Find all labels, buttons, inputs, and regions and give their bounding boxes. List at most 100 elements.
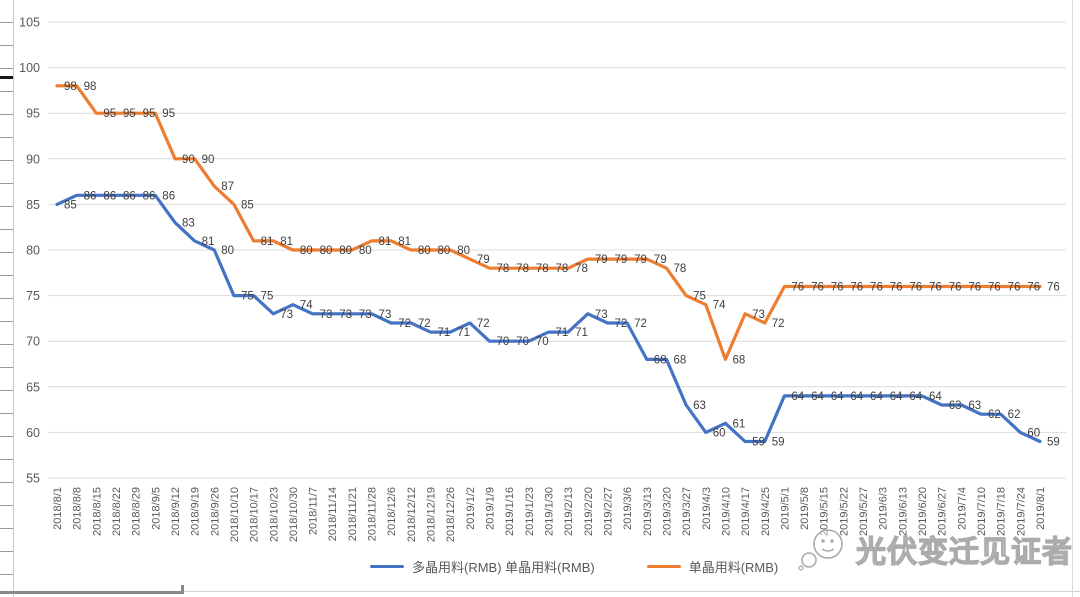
- data-label: 73: [379, 309, 392, 321]
- x-axis-tick-label: 2019/7/24: [1015, 487, 1027, 536]
- data-label: 75: [241, 291, 254, 303]
- data-label: 78: [516, 263, 529, 275]
- x-axis-tick-label: 2019/6/3: [878, 487, 890, 530]
- y-axis-tick-label: 65: [26, 380, 40, 394]
- legend-label-poly: 多晶用料(RMB) 单晶用料(RMB): [412, 560, 595, 575]
- x-axis-tick-label: 2019/8/1: [1035, 487, 1047, 530]
- y-axis-tick-label: 70: [26, 335, 40, 349]
- data-label: 73: [320, 309, 333, 321]
- data-label: 79: [614, 254, 627, 266]
- x-axis-tick-label: 2018/11/7: [308, 487, 320, 535]
- x-axis-tick-label: 2019/3/20: [661, 487, 673, 536]
- data-label: 81: [379, 236, 392, 248]
- data-label: 76: [1027, 281, 1040, 293]
- data-label: 78: [497, 263, 510, 275]
- data-label: 98: [64, 81, 77, 93]
- data-label: 64: [811, 391, 824, 403]
- y-axis-tick-label: 90: [26, 152, 40, 166]
- y-axis-tick-label: 60: [26, 426, 40, 440]
- x-axis-tick-label: 2018/8/1: [52, 487, 64, 530]
- x-axis-tick-label: 2019/5/15: [819, 487, 831, 536]
- data-label: 76: [811, 281, 824, 293]
- data-label: 86: [103, 190, 116, 202]
- data-label: 74: [300, 300, 313, 312]
- data-label: 64: [909, 391, 922, 403]
- x-axis-tick-label: 2019/5/8: [799, 487, 811, 530]
- x-axis-tick-label: 2019/1/30: [544, 487, 556, 536]
- x-axis-tick-label: 2018/10/17: [249, 487, 261, 542]
- x-axis-tick-label: 2019/5/22: [838, 487, 850, 536]
- data-label: 62: [988, 409, 1001, 421]
- x-axis-tick-label: 2018/8/22: [111, 487, 123, 536]
- selection-edge: [0, 591, 183, 594]
- data-label: 76: [1008, 281, 1021, 293]
- data-label: 76: [831, 281, 844, 293]
- x-axis-tick-label: 2019/1/16: [504, 487, 516, 536]
- data-label: 80: [438, 245, 451, 257]
- x-axis-tick-label: 2019/6/27: [937, 487, 949, 536]
- data-label: 80: [457, 245, 470, 257]
- x-axis-tick-label: 2019/5/27: [858, 487, 870, 536]
- x-axis-tick-label: 2019/1/23: [524, 487, 536, 536]
- data-label: 60: [1027, 427, 1040, 439]
- data-label: 80: [418, 245, 431, 257]
- data-label: 70: [536, 336, 549, 348]
- data-label: 90: [202, 154, 215, 166]
- data-label: 95: [162, 108, 175, 120]
- data-label: 76: [890, 281, 903, 293]
- data-label: 90: [182, 154, 195, 166]
- data-label: 72: [418, 318, 431, 330]
- data-label: 85: [64, 199, 77, 211]
- data-label: 60: [713, 427, 726, 439]
- data-label: 64: [929, 391, 942, 403]
- x-axis-tick-label: 2018/9/12: [170, 487, 182, 536]
- data-label: 95: [103, 108, 116, 120]
- data-label: 98: [84, 81, 97, 93]
- x-axis-tick-label: 2018/10/30: [288, 487, 300, 542]
- x-axis-tick-label: 2018/9/19: [190, 487, 202, 536]
- data-label: 95: [123, 108, 136, 120]
- x-axis-tick-label: 2019/3/27: [681, 487, 693, 536]
- data-label: 61: [732, 418, 745, 430]
- series-line-mono: [55, 84, 1042, 361]
- data-label: 71: [457, 327, 470, 339]
- x-axis-tick-label: 2018/12/26: [445, 487, 457, 542]
- data-label: 79: [477, 254, 490, 266]
- data-label: 86: [143, 190, 156, 202]
- data-label: 78: [673, 263, 686, 275]
- legend-label-mono: 单晶用料(RMB): [688, 560, 779, 575]
- data-label: 59: [752, 437, 765, 449]
- x-axis-tick-label: 2018/12/19: [426, 487, 438, 542]
- legend-swatch-poly-line: [370, 564, 404, 569]
- data-label: 74: [713, 300, 726, 312]
- x-axis-tick-label: 2018/11/14: [327, 487, 339, 541]
- data-label: 83: [182, 218, 195, 230]
- data-label: 72: [398, 318, 411, 330]
- x-axis-tick-label: 2019/2/20: [583, 487, 595, 536]
- data-label: 78: [575, 263, 588, 275]
- x-axis-tick-label: 2019/7/10: [976, 487, 988, 536]
- data-label: 63: [949, 400, 962, 412]
- y-axis-tick-label: 55: [26, 472, 40, 486]
- data-label: 76: [1047, 281, 1060, 293]
- x-axis-tick-label: 2018/10/23: [268, 487, 280, 542]
- data-label: 75: [693, 291, 706, 303]
- data-label: 78: [536, 263, 549, 275]
- x-axis-tick-label: 2019/5/1: [779, 487, 791, 530]
- data-label: 76: [988, 281, 1001, 293]
- data-label: 79: [634, 254, 647, 266]
- x-axis-tick-label: 2018/8/15: [91, 487, 103, 536]
- data-label: 80: [300, 245, 313, 257]
- data-label: 64: [831, 391, 844, 403]
- x-axis-tick-label: 2019/4/3: [701, 487, 713, 530]
- x-axis-tick-label: 2019/1/9: [485, 487, 497, 530]
- data-label: 87: [221, 181, 234, 193]
- data-label: 72: [614, 318, 627, 330]
- y-axis-tick-label: 95: [26, 107, 40, 121]
- legend-entry-mono: 单晶用料(RMB): [646, 557, 779, 576]
- x-axis-tick-label: 2019/7/4: [956, 487, 968, 530]
- x-axis-tick-label: 2019/6/13: [897, 487, 909, 536]
- x-axis-tick-label: 2018/8/29: [131, 487, 143, 536]
- data-label: 73: [339, 309, 352, 321]
- data-label: 72: [477, 318, 490, 330]
